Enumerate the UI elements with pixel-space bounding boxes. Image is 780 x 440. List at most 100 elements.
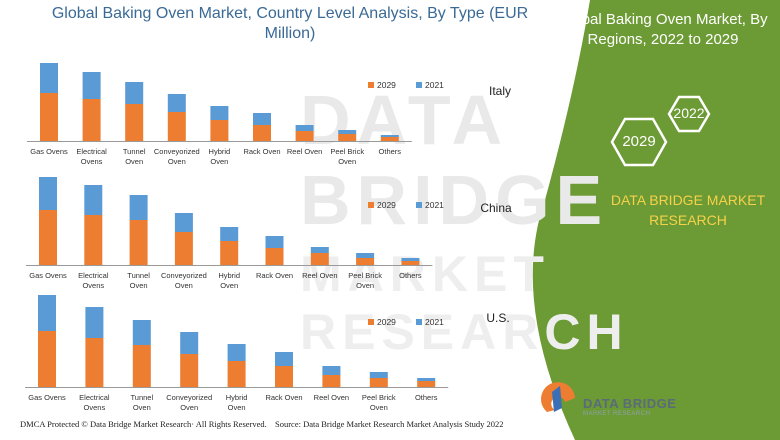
category-label: Oven: [338, 157, 356, 166]
category-label: Tunnel: [123, 147, 146, 156]
category-label: Others: [379, 147, 402, 156]
bar-2021: [180, 332, 199, 354]
category-label: Oven: [125, 157, 143, 166]
hexagon-2022: [667, 95, 711, 133]
legend-swatch-2029: [368, 319, 374, 325]
chart-title: Global Baking Oven Market, Country Level…: [51, 5, 529, 42]
bar-2021: [132, 320, 151, 345]
bar-2021: [220, 227, 239, 241]
category-label: Oven: [133, 403, 151, 412]
bar-2021: [275, 352, 293, 366]
bar-2029: [322, 375, 341, 387]
category-label: Oven: [168, 157, 186, 166]
bar-2021: [210, 106, 229, 120]
bar-2029: [39, 210, 57, 265]
bar-2029: [132, 345, 151, 387]
bar-2021: [417, 378, 436, 381]
hex-label-2022: 2022: [673, 105, 705, 121]
bar-2029: [85, 338, 104, 387]
bar-2021: [295, 125, 314, 131]
category-label: Oven: [356, 281, 374, 290]
bar-2021: [380, 135, 399, 137]
category-label: Tunnel: [130, 393, 153, 402]
bar-2021: [310, 247, 329, 253]
bar-2029: [275, 366, 293, 387]
logo-name: DATA BRIDGE: [583, 396, 677, 411]
category-label: Peel Brick: [348, 271, 382, 280]
country-label: U.S.: [486, 311, 509, 325]
category-label: Peel Brick: [330, 147, 364, 156]
category-label: Ovens: [81, 157, 103, 166]
category-label: Reel Oven: [287, 147, 322, 156]
bar-2029: [295, 131, 314, 141]
footer-copyright: DMCA Protected © Data Bridge Market Rese…: [20, 419, 267, 429]
category-label: Electrical: [79, 393, 110, 402]
legend-swatch-2021: [416, 319, 422, 325]
category-label: Others: [415, 393, 438, 402]
bar-2029: [417, 381, 436, 387]
logo-tagline: MARKET RESEARCH: [583, 411, 651, 417]
category-label: Oven: [228, 403, 246, 412]
category-label: Reel Oven: [314, 393, 349, 402]
category-label: Ovens: [84, 403, 106, 412]
category-label: Rack Oven: [265, 393, 302, 402]
category-label: Conveyorized: [154, 147, 200, 156]
category-label: Oven: [130, 281, 148, 290]
bar-2021: [129, 195, 148, 220]
bar-2021: [125, 82, 144, 104]
category-label: Conveyorized: [161, 271, 207, 280]
legend-label-2021: 2021: [425, 80, 444, 90]
bar-2029: [174, 232, 193, 265]
category-label: Ovens: [82, 281, 104, 290]
bar-2029: [220, 241, 239, 265]
category-label: Peel Brick: [362, 393, 396, 402]
bar-2021: [322, 366, 341, 375]
bar-2029: [40, 93, 58, 141]
bar-2021: [369, 372, 388, 378]
bar-2021: [356, 253, 375, 258]
bar-2029: [210, 120, 229, 141]
bar-2029: [84, 215, 103, 265]
bar-2029: [82, 99, 101, 141]
category-label: Others: [399, 271, 422, 280]
category-label: Hybrid: [218, 271, 240, 280]
bar-2021: [265, 236, 284, 248]
bar-2029: [38, 331, 56, 387]
legend-label-2021: 2021: [425, 317, 444, 327]
bar-2021: [167, 94, 186, 112]
category-label: Rack Oven: [243, 147, 280, 156]
bar-2021: [227, 344, 246, 361]
bar-2021: [174, 213, 193, 232]
category-label: Gas Ovens: [28, 393, 66, 402]
bar-2021: [85, 307, 104, 338]
category-label: Gas Ovens: [29, 271, 67, 280]
category-label: Tunnel: [127, 271, 150, 280]
legend-swatch-2021: [416, 82, 422, 88]
category-label: Reel Oven: [302, 271, 337, 280]
category-label: Gas Ovens: [30, 147, 68, 156]
charts-area: Gas Ovens ElectricalOvensTunnelOvenConvey…: [25, 63, 512, 412]
bar-2029: [401, 261, 420, 265]
legend-swatch-2029: [368, 202, 374, 208]
category-label: Rack Oven: [256, 271, 293, 280]
country-label: Italy: [489, 84, 511, 98]
bar-2021: [84, 185, 103, 215]
bar-2029: [227, 361, 246, 387]
bar-2029: [253, 125, 271, 141]
bar-2029: [310, 253, 329, 265]
hex-label-2029: 2029: [622, 133, 656, 150]
category-label: Electrical: [76, 147, 107, 156]
category-label: Oven: [220, 281, 238, 290]
bar-2029: [265, 248, 284, 265]
category-label: Hybrid: [209, 147, 231, 156]
country-label: China: [480, 201, 512, 215]
category-label: Oven: [180, 403, 198, 412]
bar-2029: [129, 220, 148, 265]
bar-2029: [380, 137, 399, 141]
bar-2029: [356, 258, 375, 265]
legend-swatch-2029: [368, 82, 374, 88]
